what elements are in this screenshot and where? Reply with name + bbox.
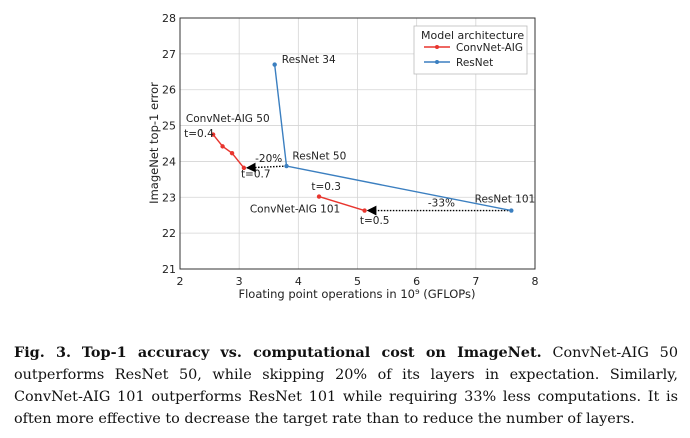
- y-tick-label: 24: [162, 155, 176, 168]
- x-tick-label: 5: [354, 275, 361, 288]
- convnet-aig-point: [362, 208, 367, 213]
- annotation-label: ConvNet-AIG 50: [186, 113, 270, 125]
- y-tick-label: 25: [162, 120, 176, 133]
- legend-label: ResNet: [456, 57, 493, 69]
- legend-marker: [435, 60, 439, 64]
- series: [210, 62, 514, 213]
- x-tick-label: 4: [295, 275, 302, 288]
- legend-box: [413, 25, 528, 75]
- arrows: -20% -33%: [245, 153, 512, 216]
- caption-body: ConvNet-AIG 50 outperforms ResNet 50, wh…: [14, 345, 678, 427]
- convnet-aig-point: [316, 194, 322, 199]
- caption-label: Fig. 3.: [14, 344, 72, 361]
- convnet-aig-point: [241, 165, 247, 171]
- figure-caption: Fig. 3. Top-1 accuracy vs. computational…: [14, 342, 678, 430]
- legend-label: ConvNet-AIG: [456, 42, 523, 54]
- annotation-label: ConvNet-AIG 101: [250, 203, 340, 215]
- arrow-label: -33%: [428, 198, 455, 210]
- y-axis-label: ImageNet top-1 error: [147, 82, 161, 204]
- annotation-label: t=0.4: [184, 128, 214, 140]
- annotation-label: ResNet 101: [475, 194, 536, 206]
- convnet-aig-line: [318, 195, 365, 212]
- legend: Model architecture ConvNet-AIG ResNet: [413, 25, 528, 75]
- y-tick-label: 28: [162, 12, 176, 25]
- comparison-arrow: [245, 162, 287, 173]
- y-tick-label: 23: [162, 191, 176, 204]
- resnet-point: [284, 163, 289, 169]
- convnet-aig-point: [210, 132, 216, 137]
- arrow-label: -20%: [255, 153, 282, 165]
- plot-frame: [179, 17, 536, 270]
- x-tick-label: 3: [236, 275, 243, 288]
- y-tick-label: 21: [162, 263, 176, 276]
- convnet-aig-point: [220, 144, 225, 149]
- annotation-label: t=0.5: [360, 215, 390, 227]
- caption-title: Top-1 accuracy vs. computational cost on…: [81, 344, 542, 361]
- annotation-label: ResNet 50: [292, 151, 346, 163]
- resnet-point: [509, 208, 514, 213]
- resnet-point: [272, 62, 277, 67]
- annotation-label: t=0.7: [241, 169, 271, 181]
- annotation-label: ResNet 34: [282, 54, 336, 66]
- annotations: ConvNet-AIG 50 t=0.4 t=0.7 ResNet 34 ResNet …: [184, 54, 535, 227]
- y-tick-label: 26: [162, 84, 176, 97]
- y-tick-label: 27: [162, 48, 176, 61]
- y-tick-label: 22: [162, 227, 176, 240]
- x-tick-label: 6: [413, 275, 420, 288]
- convnet-aig-point: [229, 150, 235, 156]
- x-tick-label: 7: [472, 275, 479, 288]
- annotation-label: t=0.3: [311, 181, 341, 193]
- convnet-aig-line: [212, 134, 245, 169]
- x-tick-label: 2: [177, 275, 184, 288]
- x-axis-label: Floating point operations in 10⁹ (GFLOPs…: [239, 287, 476, 301]
- legend-items: ConvNet-AIG ResNet: [424, 42, 523, 69]
- x-tick-label: 8: [532, 275, 539, 288]
- legend-title: Model architecture: [421, 29, 524, 42]
- legend-marker: [435, 45, 439, 49]
